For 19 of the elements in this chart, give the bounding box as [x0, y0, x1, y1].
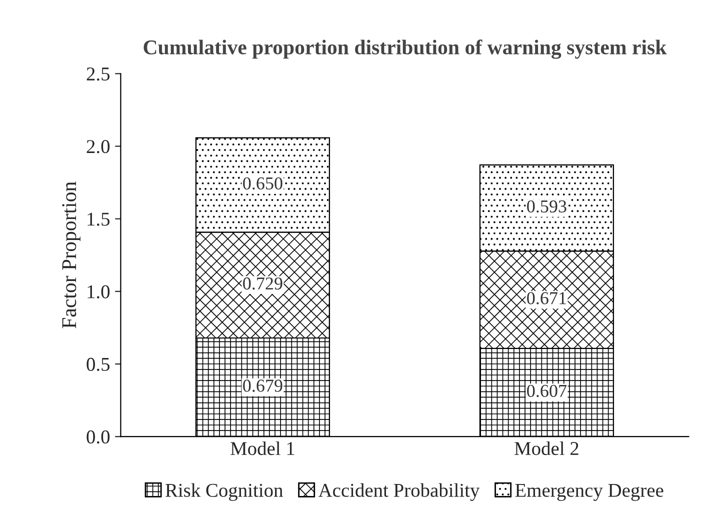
legend-label: Accident Probability	[318, 483, 480, 501]
data-label: 0.729	[243, 277, 282, 290]
y-tick-label: 2.0	[86, 140, 110, 154]
chart-title: Cumulative proportion distribution of warning system risk	[144, 40, 667, 59]
y-axis-title: Factor Proportion	[62, 182, 80, 328]
data-label: 0.650	[243, 177, 282, 190]
x-tick-label: Model 2	[514, 441, 578, 456]
x-tick-label: Model 1	[230, 441, 294, 456]
data-label: 0.671	[527, 292, 566, 304]
legend-label: Risk Cognition	[166, 483, 283, 501]
data-label: 0.679	[243, 380, 282, 392]
data-label: 0.607	[527, 384, 566, 398]
y-tick-label: 1.0	[88, 285, 110, 298]
legend-label: Emergency Degree	[515, 484, 664, 501]
y-tick-label: 0.5	[86, 358, 110, 372]
y-tick-label: 2.5	[86, 68, 110, 81]
y-tick-label: 0.0	[86, 430, 110, 444]
data-label: 0.593	[527, 200, 566, 213]
y-tick-label: 1.5	[88, 212, 110, 226]
